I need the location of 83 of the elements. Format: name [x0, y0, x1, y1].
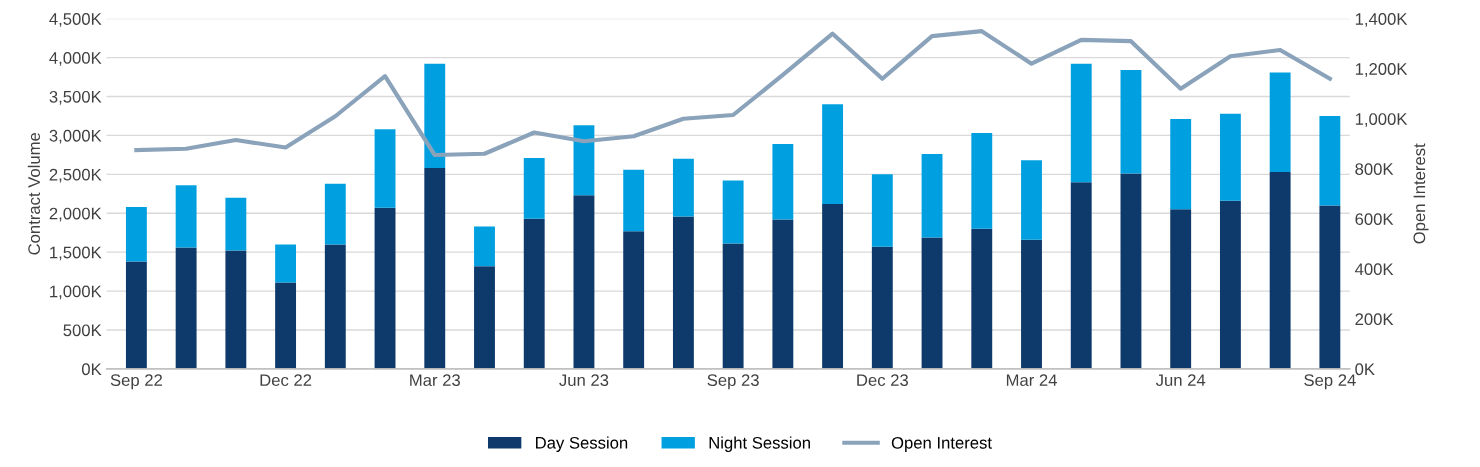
bar [125, 207, 147, 262]
bar [1170, 119, 1192, 210]
bar [822, 203, 844, 369]
y-axis-title: Contract Volume [27, 132, 41, 255]
bar [175, 247, 197, 369]
y2-axis-title: Open Interest [1413, 143, 1429, 244]
bar [672, 216, 694, 369]
bar [1319, 115, 1341, 206]
x-tick-label: Mar 23 [410, 374, 460, 387]
x-tick-label: Jun 23 [559, 374, 609, 387]
bar [672, 158, 694, 217]
bar [225, 250, 247, 369]
bar [921, 154, 943, 238]
y-tick-label: 4,500K [49, 13, 102, 27]
bar [772, 219, 794, 369]
bar [1219, 113, 1241, 201]
y2-tick-label: 0K [1355, 363, 1375, 376]
x-tick-label: Dec 23 [857, 374, 908, 387]
y-tick-label: 4,000K [49, 52, 102, 66]
x-tick-label: Sep 22 [110, 374, 162, 390]
y-tick-label: 1,000K [50, 285, 102, 300]
bar [573, 195, 595, 369]
y2-tick-label: 600K [1355, 213, 1394, 226]
y-tick-label: 1,500K [50, 246, 102, 261]
bar [822, 104, 844, 204]
bar [722, 180, 744, 244]
bar [871, 246, 893, 369]
y-tick-label: 3,000K [49, 129, 102, 144]
x-tick-label: Jun 24 [1155, 374, 1206, 387]
bar [474, 266, 495, 369]
y2-tick-label: 400K [1355, 263, 1394, 276]
bar [1120, 70, 1142, 174]
bar [275, 244, 297, 283]
legend-label: Day Session [536, 436, 628, 452]
y-tick-label: 0K [81, 363, 102, 376]
y2-tick-label: 1,400K [1355, 13, 1408, 27]
bar [722, 243, 744, 369]
x-tick-label: Sep 23 [707, 374, 759, 390]
bar [573, 125, 595, 196]
y-tick-label: 500K [63, 324, 102, 337]
bar [772, 143, 794, 220]
bar [324, 183, 346, 245]
bar [324, 244, 346, 369]
bar [971, 228, 993, 369]
line-series [134, 29, 1332, 158]
bar [523, 158, 545, 219]
bar [623, 169, 645, 232]
bar [523, 218, 545, 369]
bar [424, 63, 446, 169]
x-tick-label: Dec 22 [260, 374, 312, 387]
y-tick-label: 2,000K [49, 207, 102, 222]
y-tick-label: 2,500K [49, 168, 102, 183]
bar [921, 237, 943, 369]
bar [1021, 160, 1042, 240]
x-tick-label: Mar 24 [1006, 374, 1057, 387]
bar [1319, 205, 1341, 369]
bar [971, 133, 993, 229]
bar [1120, 173, 1142, 369]
bar [1070, 182, 1092, 369]
bar [374, 129, 396, 208]
bar [1269, 172, 1291, 369]
y2-tick-label: 1,200K [1355, 63, 1408, 77]
legend-label: Open Interest [891, 436, 992, 452]
y2-tick-label: 800K [1355, 163, 1394, 175]
bar [623, 231, 645, 369]
bar [1219, 200, 1241, 369]
bar [474, 226, 495, 267]
bar [424, 168, 446, 369]
bar [225, 197, 247, 251]
bar [175, 185, 197, 248]
bar [374, 207, 396, 369]
bar [1021, 239, 1042, 369]
legend-label: Night Session [709, 436, 810, 452]
y2-tick-label: 200K [1355, 313, 1394, 326]
x-tick-label: Sep 24 [1304, 374, 1356, 390]
bar [1070, 63, 1092, 183]
bar [1170, 209, 1192, 369]
bar [1269, 72, 1291, 173]
y-tick-label: 3,500K [49, 90, 102, 105]
bar [125, 261, 147, 369]
bar [275, 282, 297, 369]
y2-tick-label: 1,000K [1355, 113, 1408, 127]
bar [871, 174, 893, 247]
